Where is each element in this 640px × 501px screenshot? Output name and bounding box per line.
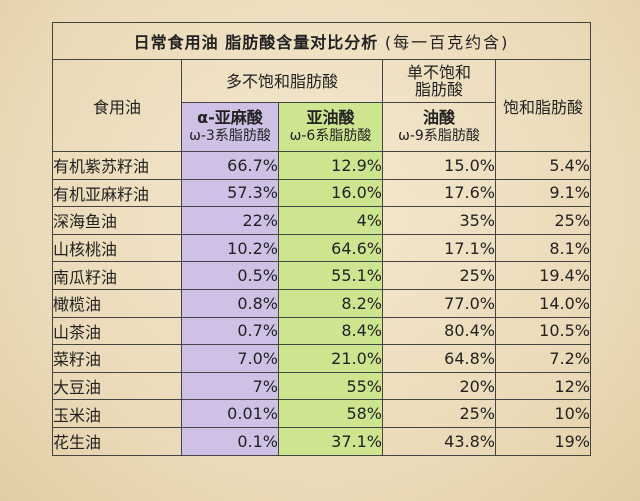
header-alpha-name: α-亚麻酸 [197,108,263,127]
title-row: 日常食用油 脂肪酸含量对比分析 (每一百克约含) [52,22,591,60]
oleic-value: 64.8% [382,344,496,373]
header-linoleic: 亚油酸 ω-6系脂肪酸 [278,102,383,152]
oleic-value: 43.8% [382,426,496,456]
table-row: 玉米油 0.01% 58% 25% 10% [52,399,591,428]
table-subtitle: (每一百克约含) [384,33,510,52]
table-row: 大豆油 7% 55% 20% 12% [52,371,591,401]
table-row: 有机紫苏籽油 66.7% 12.9% 15.0% 5.4% [52,151,591,180]
linoleic-value: 8.2% [278,288,383,318]
oleic-value: 25% [382,399,496,428]
alpha-linolenic-value: 0.7% [181,316,279,346]
alpha-linolenic-value: 0.8% [181,288,279,318]
table-title-cell: 日常食用油 脂肪酸含量对比分析 (每一百克约含) [52,22,591,60]
table-title: 日常食用油 脂肪酸含量对比分析 [133,33,379,52]
saturated-value: 10% [495,399,591,428]
linoleic-value: 4% [278,206,383,235]
linoleic-value: 37.1% [278,426,383,456]
header-alpha-linolenic: α-亚麻酸 ω-3系脂肪酸 [181,102,279,152]
saturated-value: 9.1% [495,178,591,208]
linoleic-value: 16.0% [278,178,383,208]
table-row: 南瓜籽油 0.5% 55.1% 25% 19.4% [52,261,591,290]
header-polyunsaturated: 多不饱和脂肪酸 [181,59,383,103]
alpha-linolenic-value: 57.3% [181,178,279,208]
linoleic-value: 58% [278,399,383,428]
alpha-linolenic-value: 7.0% [181,344,279,373]
header-oleic-name: 油酸 [422,108,455,127]
oil-name: 有机亚麻籽油 [52,178,182,208]
oil-name: 深海鱼油 [52,206,182,235]
saturated-value: 8.1% [495,233,591,263]
linoleic-value: 55% [278,371,383,401]
linoleic-value: 8.4% [278,316,383,346]
linoleic-value: 12.9% [278,151,383,180]
fatty-acid-table: 日常食用油 脂肪酸含量对比分析 (每一百克约含) 食用油 多不饱和脂肪酸 单不饱… [52,22,591,456]
table-row: 有机亚麻籽油 57.3% 16.0% 17.6% 9.1% [52,178,591,208]
sub-header-row: α-亚麻酸 ω-3系脂肪酸 亚油酸 ω-6系脂肪酸 油酸 ω-9系脂肪酸 [53,102,591,152]
saturated-value: 12% [495,371,591,401]
oil-name: 有机紫苏籽油 [52,151,182,180]
alpha-linolenic-value: 7% [181,371,279,401]
saturated-value: 5.4% [495,151,591,180]
table-row: 山核桃油 10.2% 64.6% 17.1% 8.1% [52,233,591,263]
table-row: 花生油 0.1% 37.1% 43.8% 19% [52,426,591,456]
oleic-value: 77.0% [382,288,496,318]
oleic-value: 20% [382,371,496,401]
header-linoleic-type: ω-6系脂肪酸 [289,128,372,144]
header-monounsaturated: 单不饱和 脂肪酸 [382,59,496,103]
saturated-value: 25% [495,206,591,235]
alpha-linolenic-value: 0.1% [181,426,279,456]
saturated-value: 19.4% [495,261,591,290]
oleic-value: 17.6% [382,178,496,208]
header-saturated: 饱和脂肪酸 [495,59,591,152]
oil-name: 花生油 [52,426,182,456]
linoleic-value: 55.1% [278,261,383,290]
header-mono-line1: 单不饱和 [406,63,471,82]
header-linoleic-name: 亚油酸 [306,108,355,127]
alpha-linolenic-value: 10.2% [181,233,279,263]
oleic-value: 25% [382,261,496,290]
header-alpha-type: ω-3系脂肪酸 [189,128,271,144]
oleic-value: 15.0% [382,151,496,180]
linoleic-value: 21.0% [278,344,383,373]
header-mono-line2: 脂肪酸 [414,80,463,99]
alpha-linolenic-value: 0.5% [181,261,279,290]
saturated-value: 10.5% [495,316,591,346]
table-row: 橄榄油 0.8% 8.2% 77.0% 14.0% [52,288,591,318]
oil-name: 南瓜籽油 [52,261,182,290]
saturated-value: 14.0% [495,288,591,318]
oil-name: 山茶油 [52,316,182,346]
oil-name: 菜籽油 [52,344,182,373]
table-row: 深海鱼油 22% 4% 35% 25% [52,206,591,235]
table-body: 有机紫苏籽油 66.7% 12.9% 15.0% 5.4% 有机亚麻籽油 57.3% 16.0… [52,151,591,456]
linoleic-value: 64.6% [278,233,383,263]
oil-name: 玉米油 [52,399,182,428]
oil-name: 山核桃油 [52,233,182,263]
alpha-linolenic-value: 0.01% [181,399,279,428]
alpha-linolenic-value: 22% [181,206,279,235]
oil-name: 大豆油 [52,371,182,401]
saturated-value: 7.2% [495,344,591,373]
table-row: 山茶油 0.7% 8.4% 80.4% 10.5% [52,316,591,346]
group-header-row: 食用油 多不饱和脂肪酸 单不饱和 脂肪酸 饱和脂肪酸 [52,59,591,152]
saturated-value: 19% [495,426,591,456]
oleic-value: 17.1% [382,233,496,263]
header-oleic-type: ω-9系脂肪酸 [398,128,480,144]
oleic-value: 35% [382,206,496,235]
oleic-value: 80.4% [382,316,496,346]
alpha-linolenic-value: 66.7% [181,151,279,180]
header-oleic: 油酸 ω-9系脂肪酸 [382,102,496,152]
table-row: 菜籽油 7.0% 21.0% 64.8% 7.2% [52,344,591,373]
oil-name: 橄榄油 [52,288,182,318]
header-oil: 食用油 [52,59,182,152]
